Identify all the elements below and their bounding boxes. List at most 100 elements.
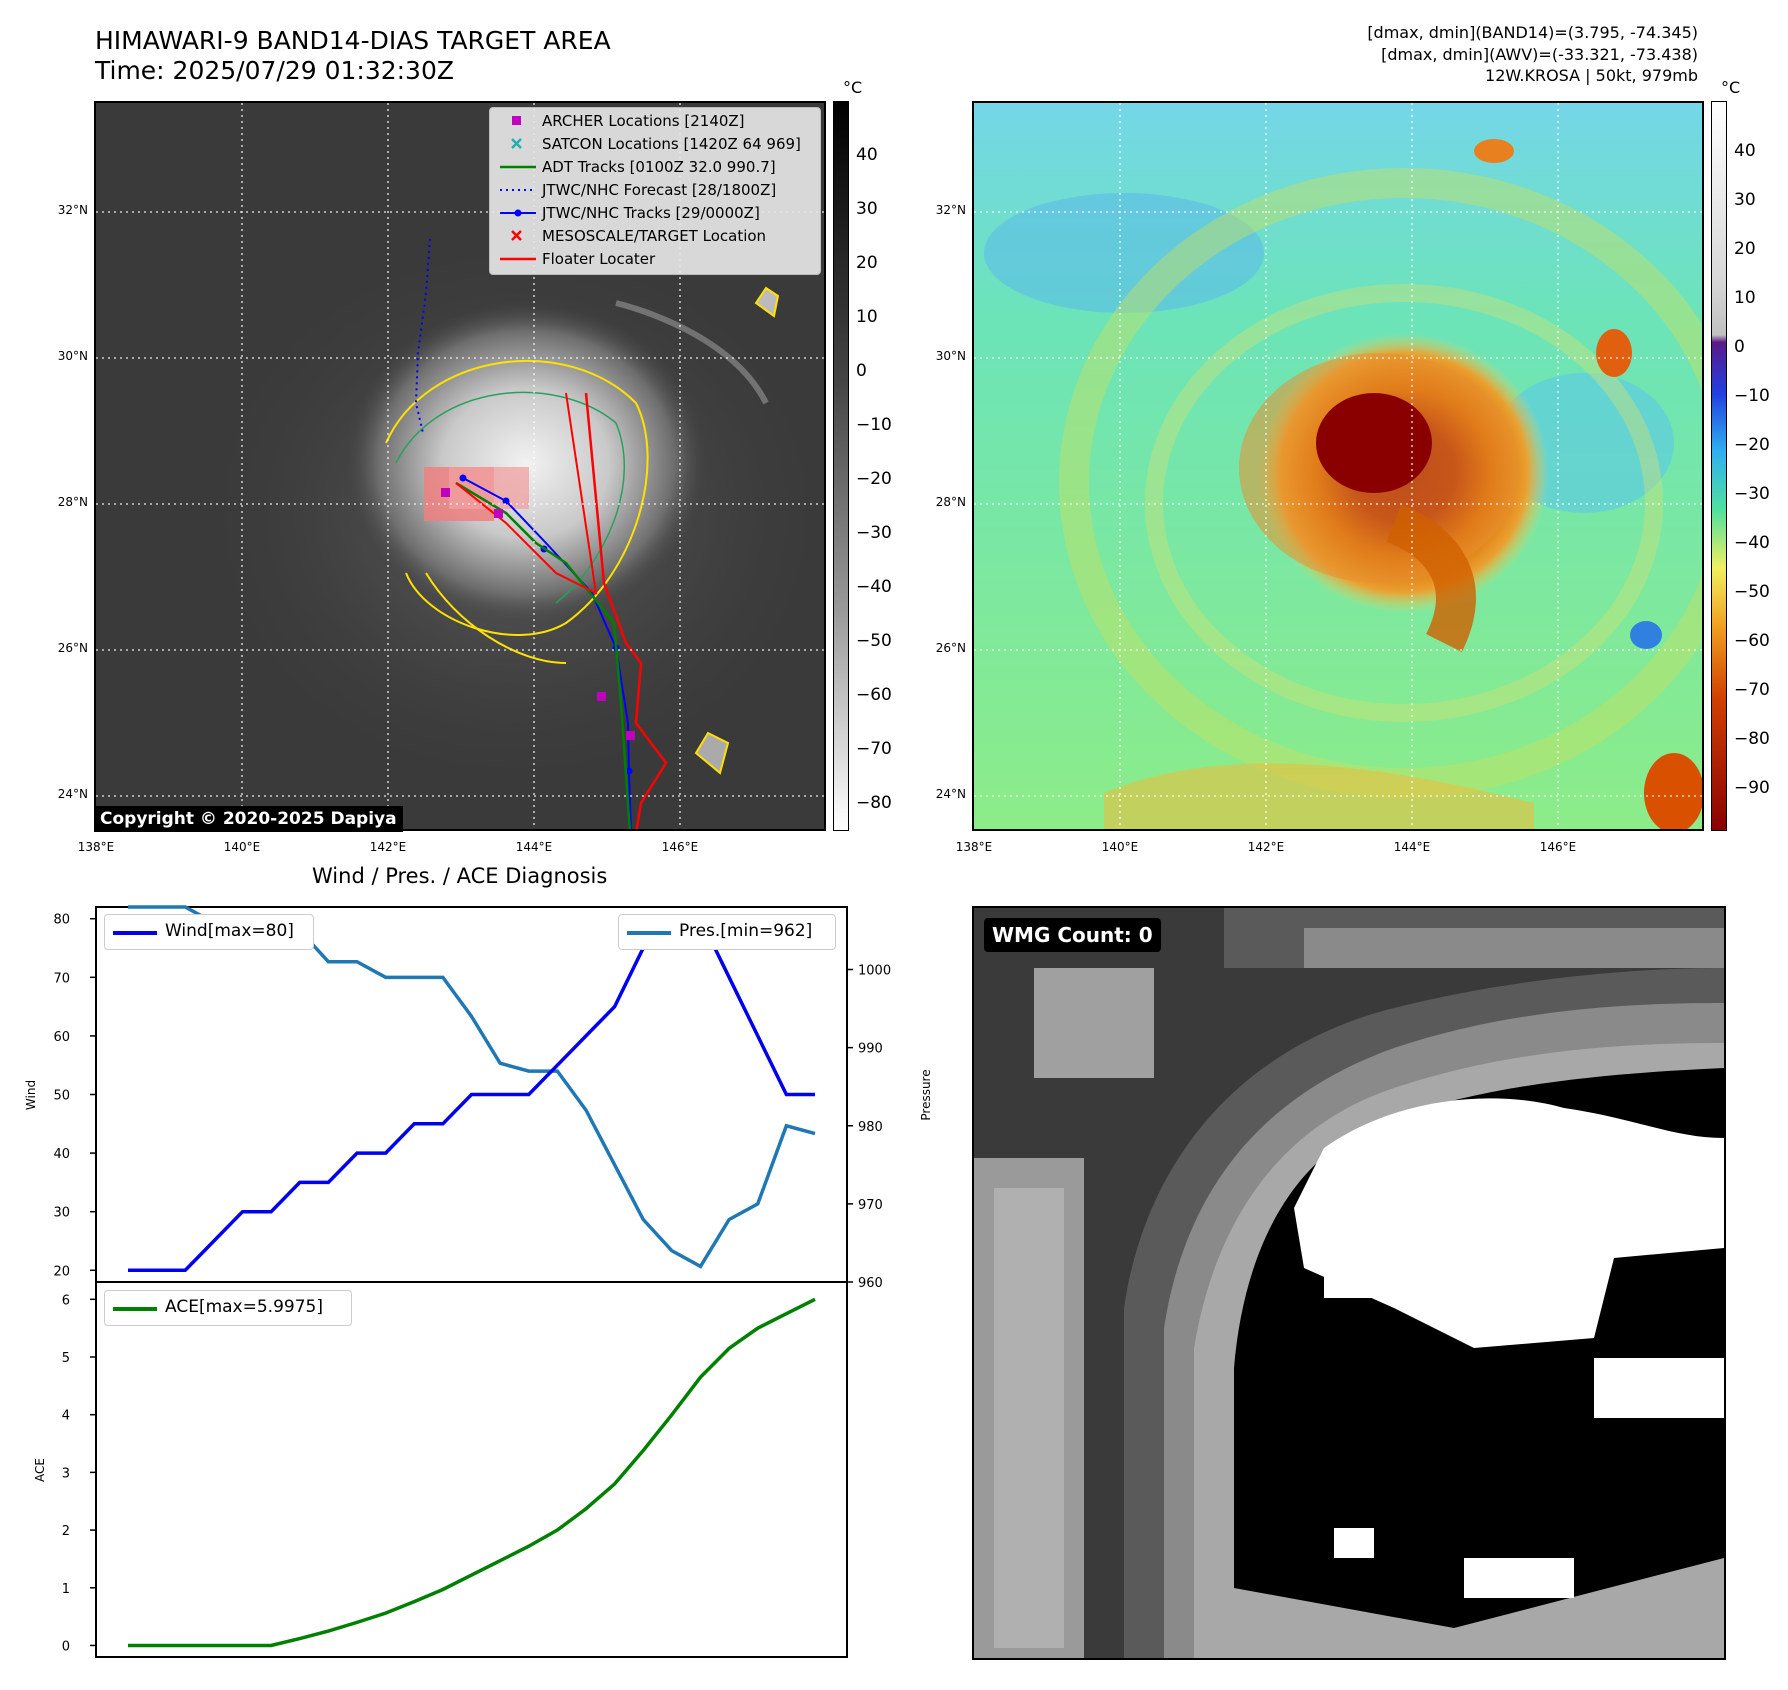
figure-title-line1: HIMAWARI-9 BAND14-DIAS TARGET AREA bbox=[95, 26, 611, 55]
legend-item-forecast: JTWC/NHC Forecast [28/1800Z] bbox=[500, 181, 777, 199]
pressure-legend-swatch bbox=[627, 931, 671, 935]
left-colorbar-tick: −60 bbox=[856, 685, 892, 705]
lon-label: 144°E bbox=[1393, 840, 1431, 854]
lat-label: 32°N bbox=[935, 203, 966, 217]
lon-label: 146°E bbox=[661, 840, 699, 854]
tick-label: 5 bbox=[62, 1351, 70, 1366]
diagnosis-title: Wind / Pres. / ACE Diagnosis bbox=[312, 864, 608, 888]
lon-label: 140°E bbox=[1101, 840, 1139, 854]
right-colorbar-tick: −80 bbox=[1734, 729, 1770, 749]
right-colorbar-tick: −30 bbox=[1734, 484, 1770, 504]
left-colorbar-tick: −40 bbox=[856, 577, 892, 597]
right-colorbar-tick: −40 bbox=[1734, 533, 1770, 553]
right-colorbar-tick: 0 bbox=[1734, 337, 1745, 357]
lat-label: 28°N bbox=[935, 495, 966, 509]
left-colorbar-tick: 40 bbox=[856, 145, 878, 165]
wind-yticks: 20 30 40 50 60 70 80 bbox=[53, 913, 96, 1279]
tick-label: 50 bbox=[53, 1089, 70, 1104]
left-colorbar bbox=[833, 101, 849, 831]
left-colorbar-tick: −80 bbox=[856, 793, 892, 813]
lat-label: 24°N bbox=[57, 787, 88, 801]
info-line2: [dmax, dmin](AWV)=(-33.321, -73.438) bbox=[1381, 45, 1698, 64]
right-colorbar-tick: −20 bbox=[1734, 435, 1770, 455]
right-colorbar-tick: 20 bbox=[1734, 239, 1756, 259]
enhanced-map-panel bbox=[972, 101, 1704, 831]
enhanced-map-image bbox=[974, 103, 1702, 829]
tick-label: 4 bbox=[62, 1409, 70, 1424]
wind-legend: Wind[max=80] bbox=[104, 914, 314, 950]
left-colorbar-unit: °C bbox=[843, 78, 863, 97]
lon-label: 142°E bbox=[1247, 840, 1285, 854]
tick-label: 980 bbox=[858, 1120, 883, 1135]
right-colorbar-tick: −70 bbox=[1734, 680, 1770, 700]
ace-legend: ACE[max=5.9975] bbox=[104, 1290, 352, 1326]
left-colorbar-tick: −10 bbox=[856, 415, 892, 435]
ir-map-image bbox=[96, 103, 824, 829]
right-colorbar-unit: °C bbox=[1721, 78, 1741, 97]
right-colorbar-tick: −50 bbox=[1734, 582, 1770, 602]
tick-label: 6 bbox=[62, 1293, 70, 1308]
ace-legend-swatch bbox=[113, 1307, 157, 1311]
ace-axis-label: ACE bbox=[33, 1458, 47, 1482]
tick-label: 2 bbox=[62, 1524, 70, 1539]
lat-label: 32°N bbox=[57, 203, 88, 217]
pressure-axis-label: Pressure bbox=[919, 1069, 933, 1120]
lon-label: 142°E bbox=[369, 840, 407, 854]
pressure-legend: Pres.[min=962] bbox=[618, 914, 836, 950]
right-colorbar-tick: −90 bbox=[1734, 778, 1770, 798]
tick-label: 970 bbox=[858, 1198, 883, 1213]
info-line1: [dmax, dmin](BAND14)=(3.795, -74.345) bbox=[1367, 23, 1698, 42]
tick-label: 20 bbox=[53, 1264, 70, 1279]
tick-label: 990 bbox=[858, 1042, 883, 1057]
pressure-yticks: 960 970 980 990 1000 bbox=[847, 964, 891, 1291]
right-colorbar-tick: 10 bbox=[1734, 288, 1756, 308]
tick-label: 960 bbox=[858, 1276, 883, 1291]
left-colorbar-tick: −20 bbox=[856, 469, 892, 489]
lat-label: 30°N bbox=[57, 349, 88, 363]
right-colorbar-tick: −60 bbox=[1734, 631, 1770, 651]
legend-item-tracks: JTWC/NHC Tracks [29/0000Z] bbox=[490, 202, 820, 224]
lon-label: 140°E bbox=[223, 840, 261, 854]
legend-item-floater: Floater Locater bbox=[500, 250, 656, 268]
figure-title-line2: Time: 2025/07/29 01:32:30Z bbox=[95, 56, 454, 85]
wind-legend-swatch bbox=[113, 931, 157, 935]
tick-label: 40 bbox=[53, 1147, 70, 1162]
wmg-image bbox=[974, 908, 1724, 1658]
wmg-count-label: WMG Count: 0 bbox=[984, 918, 1161, 952]
lat-label: 24°N bbox=[935, 787, 966, 801]
map-legend: ARCHER Locations [2140Z] SATCON Location… bbox=[489, 107, 821, 275]
tick-label: 30 bbox=[53, 1206, 70, 1221]
left-colorbar-tick: −50 bbox=[856, 631, 892, 651]
ace-yticks: 0 1 2 3 4 5 6 bbox=[62, 1293, 96, 1654]
left-colorbar-tick: 10 bbox=[856, 307, 878, 327]
legend-item-mesoscale: MESOSCALE/TARGET Location bbox=[490, 225, 820, 247]
lon-label: 144°E bbox=[515, 840, 553, 854]
tick-label: 0 bbox=[62, 1639, 70, 1654]
ace-series-line bbox=[128, 1297, 816, 1648]
legend-item-satcon: SATCON Locations [1420Z 64 969] bbox=[490, 133, 820, 155]
lat-label: 26°N bbox=[57, 641, 88, 655]
right-colorbar-tick: 40 bbox=[1734, 141, 1756, 161]
left-colorbar-tick: 20 bbox=[856, 253, 878, 273]
left-colorbar-tick: −30 bbox=[856, 523, 892, 543]
tick-label: 60 bbox=[53, 1030, 70, 1045]
wind-axis-label: Wind bbox=[24, 1080, 38, 1110]
lat-label: 30°N bbox=[935, 349, 966, 363]
tick-label: 70 bbox=[53, 971, 70, 986]
lon-label: 146°E bbox=[1539, 840, 1577, 854]
tick-label: 1000 bbox=[858, 964, 891, 979]
tick-label: 1 bbox=[62, 1582, 70, 1597]
legend-item-adt: ADT Tracks [0100Z 32.0 990.7] bbox=[500, 158, 776, 176]
right-colorbar-tick: 30 bbox=[1734, 190, 1756, 210]
lon-label: 138°E bbox=[77, 840, 115, 854]
lon-label: 138°E bbox=[955, 840, 993, 854]
lat-label: 28°N bbox=[57, 495, 88, 509]
left-colorbar-tick: 0 bbox=[856, 361, 867, 381]
legend-item-archer: ARCHER Locations [2140Z] bbox=[490, 110, 820, 132]
right-colorbar bbox=[1711, 101, 1727, 831]
left-colorbar-tick: 30 bbox=[856, 199, 878, 219]
info-line3: 12W.KROSA | 50kt, 979mb bbox=[1485, 66, 1698, 85]
ace-axes-frame bbox=[95, 1281, 848, 1658]
left-colorbar-tick: −70 bbox=[856, 739, 892, 759]
